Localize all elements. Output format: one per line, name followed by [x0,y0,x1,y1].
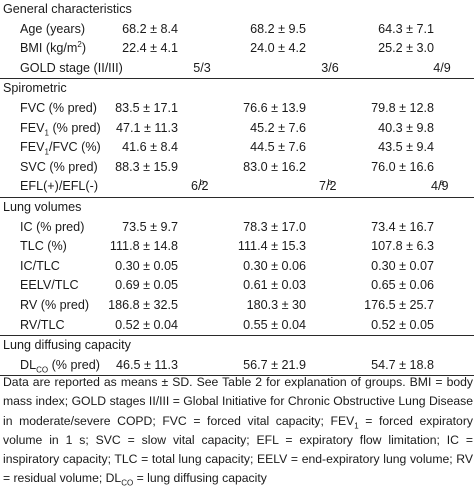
cell-group-2: 0.61 ± 0.03 [243,278,306,293]
table-row: FVC (% pred) 83.5 ± 17.1 76.6 ± 13.9 79.… [0,99,474,119]
row-label: FEV1 (% pred) [20,120,101,138]
table-row: RV/TLC 0.52 ± 0.04 0.55 ± 0.04 0.52 ± 0.… [0,316,474,337]
cell-group-3: 40.3 ± 9.8 [378,120,434,135]
cell-group-2: 111.4 ± 15.3 [237,239,306,254]
cell-group-3: 54.7 ± 18.8 [371,357,434,372]
table-row: RV (% pred) 186.8 ± 32.5 180.3 ± 30 176.… [0,296,474,316]
cell-group-2: 83.0 ± 16.2 [243,159,306,174]
row-label: FEV1/FVC (%) [20,140,101,157]
cell-group-3: 107.8 ± 6.3 [371,239,434,254]
row-label: BMI (kg/m2) [20,40,87,56]
cell-group-2: 45.2 ± 7.6 [250,120,306,135]
cell-group-2: 68.2 ± 9.5 [250,21,306,36]
section-header: Lung diffusing capacity [0,336,474,356]
row-label: RV (% pred) [20,297,90,312]
cell-group-3: 176.5 ± 25.7 [364,297,434,312]
table-row: EELV/TLC 0.69 ± 0.05 0.61 ± 0.03 0.65 ± … [0,276,474,296]
row-label: TLC (%) [20,239,67,254]
section-header: Spirometric [0,79,474,99]
section-title: Spirometric [3,81,67,96]
cell-group-2: 0.55 ± 0.04 [243,317,306,332]
cell-group-1: 46.5 ± 11.3 [116,357,178,372]
cell-group-1: 0.30 ± 0.05 [115,258,178,273]
table-row: Age (years) 68.2 ± 8.4 68.2 ± 9.5 64.3 ±… [0,20,474,40]
cell-group-1: 88.3 ± 15.9 [115,159,178,174]
cell-group-3: 64.3 ± 7.1 [378,21,434,36]
row-label: SVC (% pred) [20,159,98,174]
cell-group-3: 25.2 ± 3.0 [378,41,434,56]
cell-group-2: 56.7 ± 21.9 [243,357,306,372]
cell-group-1: 47.1 ± 11.3 [116,120,178,135]
cell-group-1: 186.8 ± 32.5 [108,297,178,312]
cell-group-3: 0.30 ± 0.07 [371,258,434,273]
row-label: FVC (% pred) [20,100,97,115]
table-row: BMI (kg/m2) 22.4 ± 4.1 24.0 ± 4.2 25.2 ±… [0,39,474,59]
cell-group-3: 76.0 ± 16.6 [371,159,434,174]
table-footnote: Data are reported as means ± SD. See Tab… [3,375,473,488]
cell-group-1: 22.4 ± 4.1 [122,41,178,56]
cell-group-3: 0.65 ± 0.06 [371,278,434,293]
cell-group-1: 73.5 ± 9.7 [122,219,178,234]
row-label: EELV/TLC [20,278,79,293]
row-label: Age (years) [20,21,86,36]
table-row: TLC (%) 111.8 ± 14.8 111.4 ± 15.3 107.8 … [0,237,474,257]
section-header: Lung volumes [0,198,474,218]
cell-group-2: 78.3 ± 17.0 [243,219,306,234]
table-row: FEV1 (% pred) 47.1 ± 11.3 45.2 ± 7.6 40.… [0,119,474,139]
table-row: DLCO (% pred) 46.5 ± 11.3 56.7 ± 21.9 54… [0,356,474,377]
section-header: General characteristics [0,0,474,20]
table-row: SVC (% pred) 88.3 ± 15.9 83.0 ± 16.2 76.… [0,158,474,178]
characteristics-table: General characteristics Age (years) 68.2… [0,0,474,377]
cell-group-3: 0.52 ± 0.05 [371,317,434,332]
table-row: IC (% pred) 73.5 ± 9.7 78.3 ± 17.0 73.4 … [0,218,474,238]
cell-group-1: 0.69 ± 0.05 [115,278,178,293]
cell-group-1: 41.6 ± 8.4 [122,140,178,155]
row-label: IC/TLC [20,258,60,273]
row-label: EFL(+)/EFL(-) [20,179,99,194]
cell-group-2: 0.30 ± 0.06 [243,258,306,273]
cell-group-3: 73.4 ± 16.7 [371,219,434,234]
cell-group-3: 43.5 ± 9.4 [378,140,434,155]
cell-group-2: 76.6 ± 13.9 [243,100,306,115]
cell-group-1: 68.2 ± 8.4 [122,21,178,36]
cell-group-1: 111.8 ± 14.8 [109,239,178,254]
cell-group-1: 83.5 ± 17.1 [115,100,178,115]
table-row: FEV1/FVC (%) 41.6 ± 8.4 44.5 ± 7.6 43.5 … [0,138,474,158]
row-label: DLCO (% pred) [20,357,100,375]
table-row: GOLD stage (II/III) 5/3 3/6 4/9 [0,59,474,80]
table-row: IC/TLC 0.30 ± 0.05 0.30 ± 0.06 0.30 ± 0.… [0,257,474,277]
section-title: Lung volumes [3,199,82,214]
section-title: General characteristics [3,2,132,16]
row-label: GOLD stage (II/III) [20,60,123,75]
cell-group-2: 44.5 ± 7.6 [250,140,306,155]
cell-group-3: 79.8 ± 12.8 [371,100,434,115]
row-label: IC (% pred) [20,219,85,234]
row-label: RV/TLC [20,317,65,332]
table-row: EFL(+)/EFL(-) 6/2 b 7/2 b 4/9 a [0,177,474,198]
section-title: Lung diffusing capacity [3,338,131,353]
cell-group-2: 180.3 ± 30 [246,297,306,312]
cell-group-1: 0.52 ± 0.04 [115,317,178,332]
cell-group-2: 24.0 ± 4.2 [250,41,306,56]
